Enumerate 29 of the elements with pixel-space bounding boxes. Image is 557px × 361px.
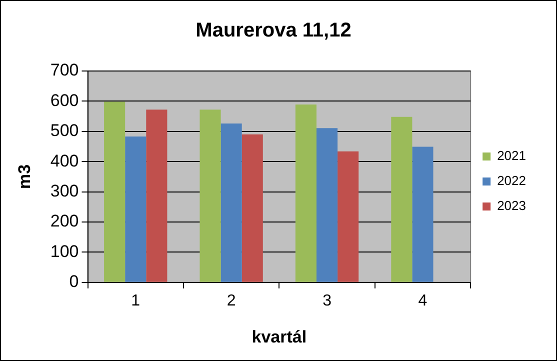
bar	[412, 146, 434, 282]
bar	[316, 128, 338, 282]
chart-title: Maurerova 11,12	[196, 20, 352, 42]
y-tick-label: 300	[50, 181, 79, 200]
x-axis-title: kvartál	[252, 327, 307, 346]
y-tick-label: 100	[50, 242, 79, 261]
legend-label: 2022	[497, 173, 526, 188]
y-tick-label: 200	[50, 212, 79, 231]
bar	[104, 102, 126, 282]
x-tick-label: 4	[418, 292, 428, 310]
bar	[125, 136, 146, 282]
bar	[295, 104, 316, 282]
y-tick-label: 600	[50, 90, 79, 110]
x-tick-label: 2	[226, 292, 236, 310]
x-tick-label: 1	[131, 292, 140, 310]
x-tick-label: 3	[322, 292, 332, 310]
bar	[242, 134, 263, 282]
bar	[146, 110, 168, 282]
y-axis-title: m3	[14, 164, 34, 189]
bar	[338, 151, 359, 282]
y-tick-label: 500	[50, 121, 79, 140]
legend-label: 2021	[497, 148, 526, 164]
y-tick-label: 400	[50, 151, 79, 170]
bar	[220, 124, 242, 282]
bar	[391, 116, 412, 282]
legend-label: 2023	[497, 198, 526, 214]
bar	[200, 110, 221, 282]
y-tick-label: 700	[50, 60, 79, 80]
y-tick-label: 0	[69, 272, 79, 292]
